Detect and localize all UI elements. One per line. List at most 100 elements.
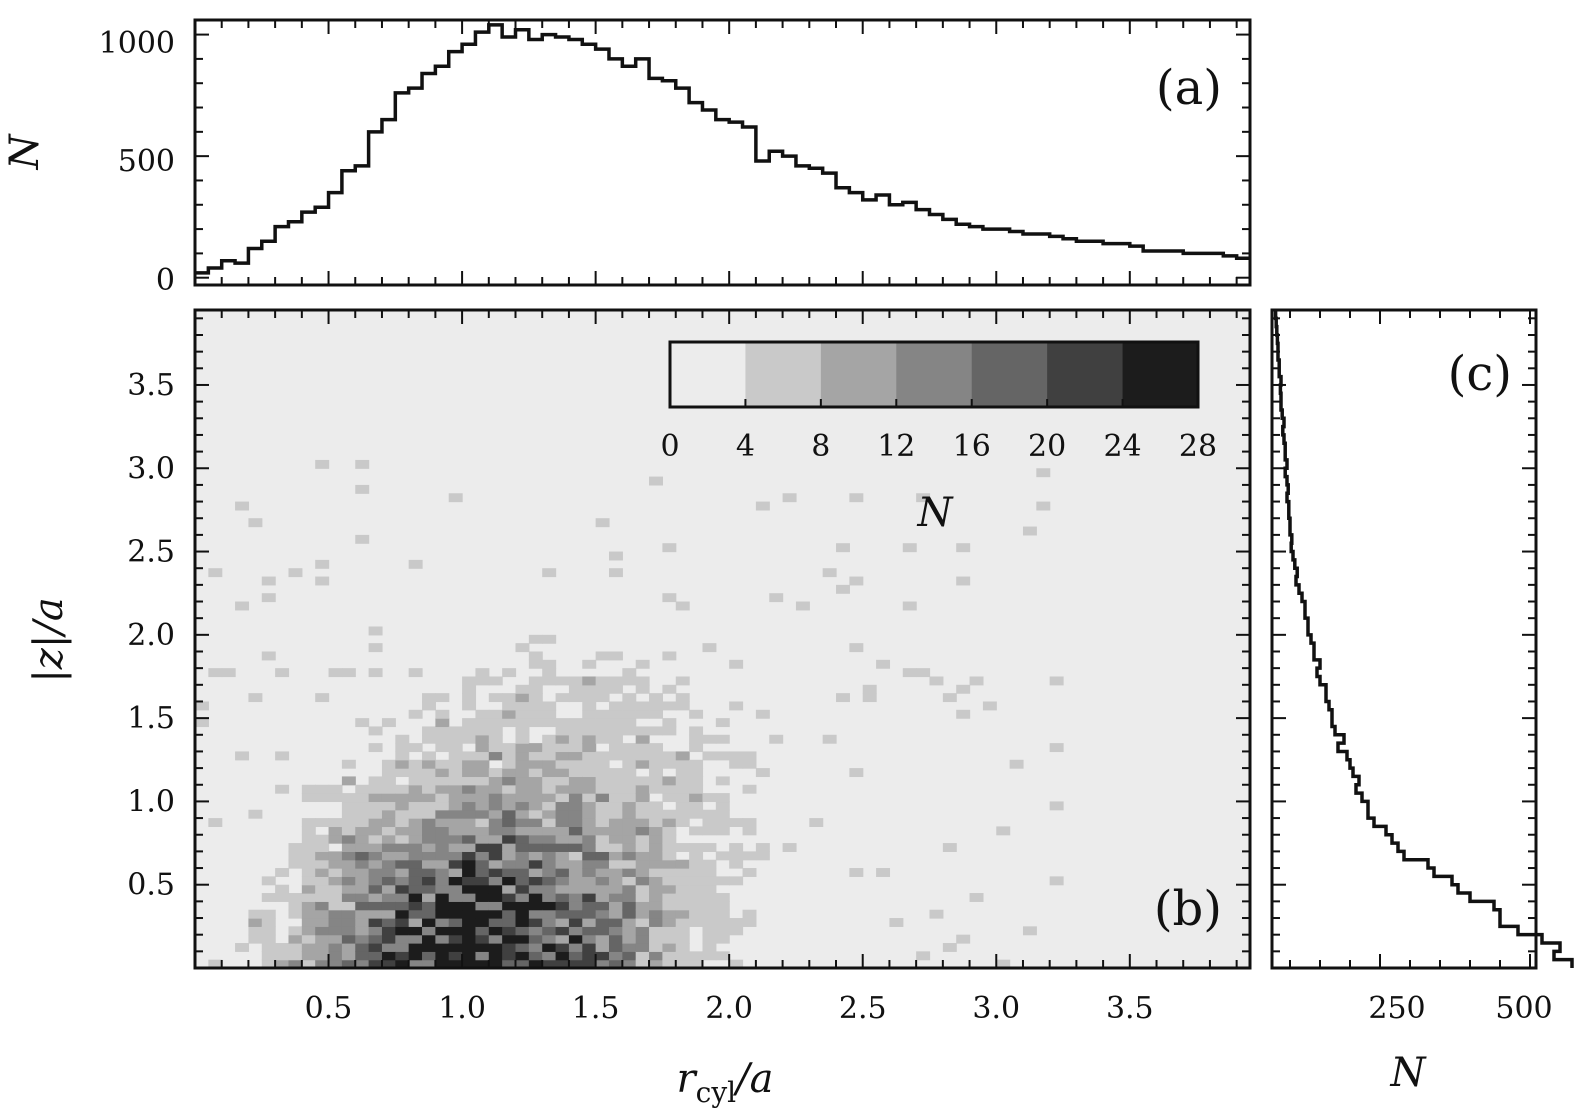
density-cell xyxy=(462,876,477,886)
density-cell xyxy=(315,784,330,794)
density-cell xyxy=(595,676,610,686)
density-cell xyxy=(381,876,396,886)
density-cell xyxy=(301,943,316,952)
density-cell xyxy=(742,909,757,919)
density-cell xyxy=(996,826,1011,836)
density-cell xyxy=(448,818,463,828)
colorbar-title: N xyxy=(917,490,955,536)
panel-b-ytick-label: 3.0 xyxy=(127,451,175,486)
density-cell xyxy=(595,801,610,811)
density-cell xyxy=(315,559,330,569)
panel-a-histogram-line xyxy=(195,23,1250,275)
density-cell xyxy=(595,901,610,911)
density-cell xyxy=(542,668,557,678)
density-cell xyxy=(568,801,583,811)
density-cell xyxy=(582,843,597,852)
density-cell xyxy=(395,893,410,902)
density-cell xyxy=(715,934,730,944)
density-cell xyxy=(836,543,850,553)
density-cell xyxy=(422,751,436,761)
density-cell xyxy=(568,693,583,703)
panel-b-xtick-label: 3.0 xyxy=(972,991,1020,1026)
density-cell xyxy=(475,818,490,828)
density-cell xyxy=(395,759,410,769)
density-cell xyxy=(662,818,677,828)
density-cell xyxy=(742,784,757,794)
density-cell xyxy=(689,743,704,753)
density-cell xyxy=(582,859,597,869)
density-cell xyxy=(235,751,250,761)
density-cell xyxy=(582,909,597,919)
density-cell xyxy=(301,893,316,902)
density-cell xyxy=(715,776,730,786)
density-cell xyxy=(475,718,490,728)
density-cell xyxy=(422,893,436,902)
density-cell xyxy=(395,926,410,936)
density-cell xyxy=(702,859,717,869)
density-cell xyxy=(395,818,410,828)
density-cell xyxy=(929,676,944,686)
density-cell xyxy=(462,901,477,911)
density-cell xyxy=(422,918,436,927)
density-cell xyxy=(849,868,864,877)
density-cell xyxy=(368,834,383,844)
density-cell xyxy=(608,951,623,961)
density-cell xyxy=(555,693,570,703)
density-cell xyxy=(595,851,610,861)
density-cell xyxy=(582,818,597,828)
density-cell xyxy=(675,859,690,869)
colorbar-tick-label: 0 xyxy=(660,429,679,464)
density-cell xyxy=(355,718,370,728)
density-cell xyxy=(435,884,450,894)
density-cell xyxy=(662,726,677,736)
density-cell xyxy=(675,801,690,811)
density-cell xyxy=(582,751,597,761)
density-cell xyxy=(515,884,530,894)
density-cell xyxy=(301,868,316,877)
density-cell xyxy=(515,718,530,728)
density-cell xyxy=(355,951,370,961)
density-cell xyxy=(208,668,223,678)
density-cell xyxy=(315,943,330,952)
density-cell xyxy=(341,818,356,828)
density-cell xyxy=(328,909,343,919)
density-cell xyxy=(662,751,677,761)
density-cell xyxy=(689,893,704,902)
density-cell xyxy=(568,684,583,694)
density-cell xyxy=(555,793,570,803)
density-cell xyxy=(355,534,370,544)
density-cell xyxy=(355,943,370,952)
density-cell xyxy=(595,759,610,769)
density-cell xyxy=(448,909,463,919)
density-cell xyxy=(675,909,690,919)
density-cell xyxy=(408,868,423,877)
density-cell xyxy=(328,868,343,877)
density-cell xyxy=(649,701,664,711)
density-cell xyxy=(595,709,610,719)
density-cell xyxy=(528,934,543,944)
density-cell xyxy=(422,693,436,703)
density-cell xyxy=(528,893,543,902)
density-cell xyxy=(341,859,356,869)
density-cell xyxy=(328,901,343,911)
density-cell xyxy=(395,826,410,836)
density-cell xyxy=(889,918,904,927)
density-cell xyxy=(381,918,396,927)
density-cell xyxy=(355,876,370,886)
density-cell xyxy=(528,659,543,669)
density-cell xyxy=(568,951,583,961)
density-cell xyxy=(475,834,490,844)
density-cell xyxy=(422,843,436,852)
density-cell xyxy=(555,809,570,819)
density-cell xyxy=(381,959,396,968)
density-cell xyxy=(502,751,517,761)
density-cell xyxy=(462,809,477,819)
density-cell xyxy=(582,709,597,719)
density-cell xyxy=(408,959,423,968)
density-cell xyxy=(689,809,704,819)
density-cell xyxy=(475,951,490,961)
density-cell xyxy=(702,901,717,911)
density-cell xyxy=(315,818,330,828)
density-cell xyxy=(315,859,330,869)
density-cell xyxy=(475,793,490,803)
